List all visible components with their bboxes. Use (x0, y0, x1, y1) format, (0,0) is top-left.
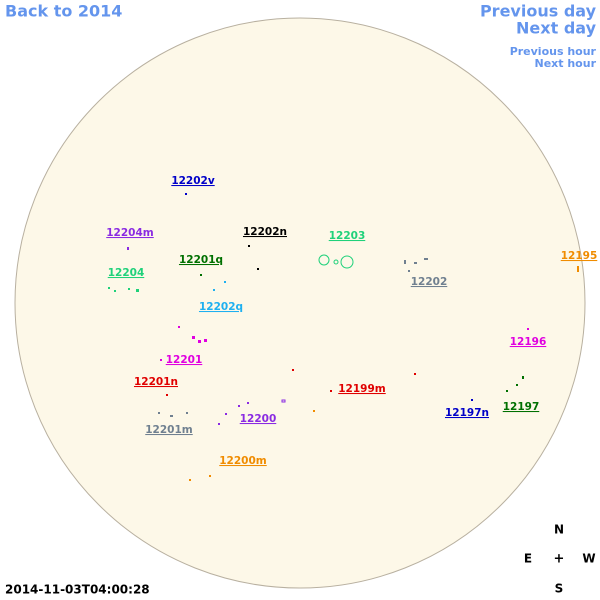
compass-center: + (554, 552, 565, 567)
region-label[interactable]: 12196 (510, 336, 547, 348)
compass-east: E (524, 552, 532, 566)
compass-south: S (555, 582, 564, 596)
next-day-link[interactable]: Next day (516, 19, 597, 38)
region-label[interactable]: 12197 (503, 401, 540, 413)
region-label[interactable]: 12201m (145, 424, 193, 436)
next-hour-link[interactable]: Next hour (535, 57, 597, 70)
previous-hour-link[interactable]: Previous hour (510, 45, 597, 58)
region-label[interactable]: 12200m (219, 455, 267, 467)
previous-day-link[interactable]: Previous day (480, 2, 597, 21)
back-link[interactable]: Back to 2014 (5, 2, 122, 21)
region-label[interactable]: 12201 (166, 354, 203, 366)
region-label[interactable]: 12202v (171, 175, 215, 187)
solar-disk (14, 17, 586, 589)
region-label[interactable]: 12204m (106, 227, 154, 239)
timestamp: 2014-11-03T04:00:28 (5, 583, 150, 597)
region-label[interactable]: 12199m (338, 383, 386, 395)
region-label[interactable]: 12201n (134, 376, 178, 388)
region-label[interactable]: 12195 (561, 250, 598, 262)
region-label[interactable]: 12202q (199, 301, 243, 313)
region-label[interactable]: 12202 (411, 276, 448, 288)
region-label[interactable]: 12200 (240, 413, 277, 425)
region-label[interactable]: 12203 (329, 230, 366, 242)
sunspots (108, 193, 579, 481)
region-label[interactable]: 12197n (445, 407, 489, 419)
region-label[interactable]: 12202n (243, 226, 287, 238)
compass-north: N (554, 523, 564, 537)
region-label[interactable]: 12204 (108, 267, 145, 279)
region-label[interactable]: 12201q (179, 254, 223, 266)
compass-west: W (582, 552, 595, 566)
